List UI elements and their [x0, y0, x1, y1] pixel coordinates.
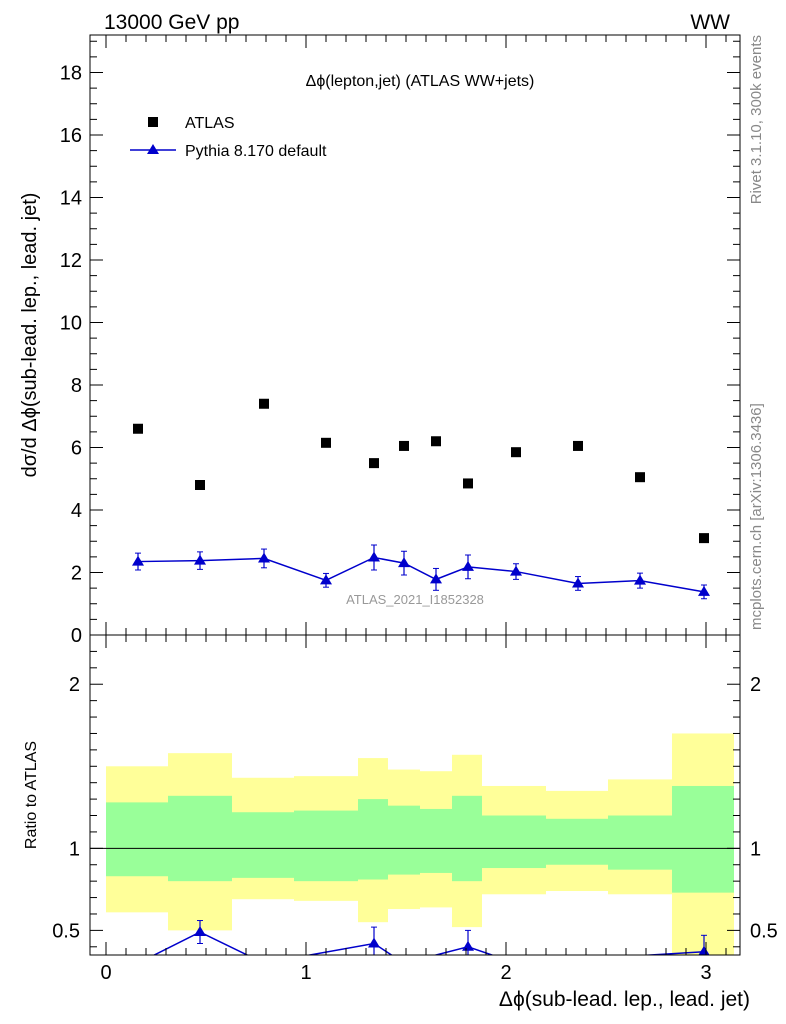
pythia-point — [510, 565, 522, 576]
legend: ATLAS Pythia 8.170 default — [130, 115, 327, 160]
ratio-inner-band — [546, 818, 608, 865]
atlas-point — [195, 480, 205, 490]
ratio-pythia-point — [462, 940, 474, 951]
ratio-ytick-label: 0.5 — [52, 920, 80, 942]
legend-atlas-label: ATLAS — [185, 115, 235, 132]
main-ytick-label: 8 — [71, 375, 82, 397]
pythia-point — [698, 585, 710, 596]
source-label: mcplots.cern.ch [arXiv:1306.3436] — [748, 403, 765, 630]
main-title: Δϕ(lepton,jet) (ATLAS WW+jets) — [306, 73, 535, 90]
pythia-point — [368, 551, 380, 562]
ratio-inner-band — [452, 795, 482, 882]
pythia-point — [462, 560, 474, 571]
atlas-point — [431, 436, 441, 447]
header-left: 13000 GeV pp — [104, 11, 239, 34]
pythia-point — [194, 554, 206, 565]
pythia-point — [398, 557, 410, 568]
pythia-point — [572, 577, 584, 588]
main-ytick-label: 4 — [71, 500, 82, 522]
x-axis-label: Δϕ(sub-lead. lep., lead. jet) — [499, 988, 750, 1011]
main-ytick-label: 18 — [60, 63, 82, 85]
atlas-point — [321, 437, 331, 448]
main-ytick-label: 12 — [60, 250, 82, 272]
ratio-inner-band — [168, 795, 232, 882]
atlas-point — [635, 472, 645, 483]
atlas-point — [399, 440, 409, 451]
pythia-point — [320, 574, 332, 585]
main-panel: 0 2 4 6 8 10 12 14 16 18 Δϕ(lepton,jet) (ATLAS WW… — [19, 34, 741, 647]
ratio-pythia-line — [152, 931, 705, 955]
x-tick-label: 2 — [500, 962, 511, 984]
ratio-plot-content — [90, 733, 740, 955]
atlas-point — [463, 478, 473, 489]
pythia-point — [132, 555, 144, 566]
ratio-ytick-label-right: 2 — [750, 674, 761, 696]
ratio-inner-band — [420, 808, 452, 873]
ratio-ytick-label: 2 — [69, 674, 80, 696]
ratio-inner-band — [106, 802, 168, 877]
main-ytick-label: 6 — [71, 438, 82, 460]
ratio-pythia-point — [698, 945, 710, 955]
atlas-point — [511, 447, 521, 458]
ratio-ylabel: Ratio to ATLAS — [23, 741, 40, 849]
rivet-label: Rivet 3.1.10, 300k events — [748, 35, 765, 204]
ratio-inner-band — [388, 805, 420, 875]
main-ylabel: dσ/d Δϕ(sub-lead. lep., lead. jet) — [19, 193, 41, 478]
atlas-point — [699, 533, 709, 544]
pythia-point — [258, 552, 270, 563]
x-tick-label: 3 — [700, 962, 711, 984]
main-ytick-label: 2 — [71, 563, 82, 585]
legend-pythia-marker — [147, 144, 159, 154]
atlas-point — [573, 440, 583, 451]
legend-pythia-label: Pythia 8.170 default — [185, 143, 327, 160]
ratio-ytick-label: 1 — [69, 838, 80, 860]
main-ytick-label: 10 — [60, 313, 82, 335]
ratio-pythia-point — [194, 926, 206, 937]
ratio-ytick-label-right: 1 — [750, 838, 761, 860]
ratio-inner-band — [482, 815, 546, 869]
atlas-point — [369, 458, 379, 469]
ratio-inner-band — [294, 810, 358, 882]
pythia-point — [634, 574, 646, 585]
main-ytick-label: 14 — [60, 188, 82, 210]
x-tick-label: 0 — [100, 962, 111, 984]
ratio-ticks: 0.5 0.5 1 1 2 2 0 1 2 3 — [52, 635, 778, 984]
atlas-point — [133, 423, 143, 434]
ratio-pythia-point — [368, 937, 380, 948]
ratio-inner-band — [232, 812, 294, 878]
pythia-point — [430, 573, 442, 584]
ratio-inner-band — [358, 799, 388, 880]
watermark: ATLAS_2021_I1852328 — [346, 592, 484, 607]
ratio-series-group — [152, 920, 710, 955]
atlas-point — [259, 398, 269, 409]
ratio-inner-band — [608, 815, 672, 870]
main-ticks: 0 2 4 6 8 10 12 14 16 18 — [60, 35, 740, 647]
pythia-line — [137, 556, 705, 593]
header-right: WW — [690, 11, 730, 34]
main-plot-content — [132, 398, 710, 600]
legend-atlas-marker — [148, 117, 158, 127]
ratio-panel: 0.5 0.5 1 1 2 2 0 1 2 3 Ratio to ATLAS Δϕ(sub-lea… — [23, 634, 778, 1011]
main-ytick-label: 16 — [60, 125, 82, 147]
ratio-ytick-label-right: 0.5 — [750, 920, 778, 942]
ratio-inner-band — [672, 785, 734, 893]
x-tick-label: 1 — [300, 962, 311, 984]
ratio-frame — [89, 634, 741, 956]
main-ytick-label: 0 — [71, 625, 82, 647]
